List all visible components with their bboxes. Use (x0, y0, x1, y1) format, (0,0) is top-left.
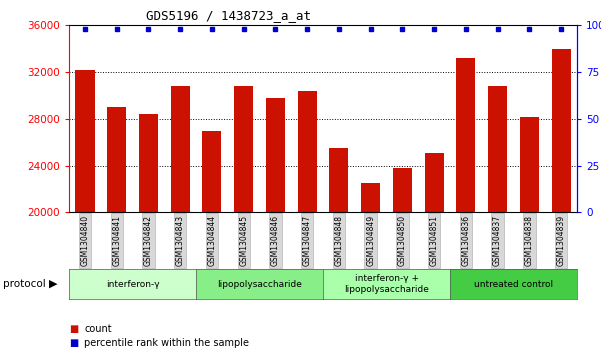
Text: untreated control: untreated control (474, 280, 553, 289)
Bar (424, 153, 444, 212)
Text: ■: ■ (69, 338, 78, 348)
Text: GDS5196 / 1438723_a_at: GDS5196 / 1438723_a_at (146, 9, 311, 22)
Text: protocol: protocol (3, 279, 46, 289)
Bar (171, 86, 190, 212)
Bar (234, 86, 253, 212)
Bar (139, 114, 158, 212)
Text: interferon-γ +
lipopolysaccharide: interferon-γ + lipopolysaccharide (344, 274, 429, 294)
Text: interferon-γ: interferon-γ (106, 280, 159, 289)
Bar (266, 98, 285, 212)
Bar (520, 117, 539, 212)
Bar (329, 148, 349, 212)
Bar (456, 58, 475, 212)
Text: ▶: ▶ (49, 279, 58, 289)
Bar (76, 70, 94, 212)
Bar (361, 183, 380, 212)
Bar (203, 131, 221, 212)
Text: count: count (84, 323, 112, 334)
Text: lipopolysaccharide: lipopolysaccharide (217, 280, 302, 289)
Bar (107, 107, 126, 212)
Bar (552, 49, 570, 212)
Bar (488, 86, 507, 212)
Text: ■: ■ (69, 323, 78, 334)
Bar (297, 91, 317, 212)
Text: percentile rank within the sample: percentile rank within the sample (84, 338, 249, 348)
Bar (393, 168, 412, 212)
